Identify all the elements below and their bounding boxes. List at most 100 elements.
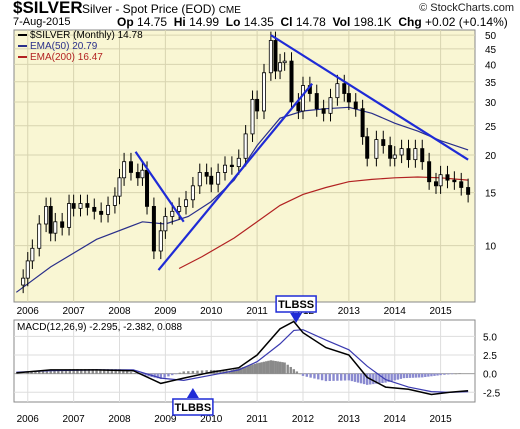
candle-body (346, 93, 351, 103)
macd-histogram-bar (347, 373, 351, 381)
macd-histogram-bar (390, 373, 393, 382)
macd-histogram-bar (447, 373, 450, 375)
macd-histogram-bar (57, 369, 60, 374)
candle-body (158, 230, 163, 252)
price-x-tick-label: 2007 (63, 306, 86, 317)
candle-body (427, 161, 432, 183)
macd-histogram-bar (122, 370, 125, 374)
macd-histogram-bar (235, 368, 238, 374)
macd-histogram-bar (375, 373, 378, 384)
price-y-tick-label: 10 (485, 242, 497, 253)
macd-histogram-bar (417, 373, 421, 378)
macd-histogram-bar (381, 373, 384, 383)
macd-x-tick-label: 2015 (429, 414, 452, 425)
candle-body (466, 187, 471, 195)
macd-histogram-bar (258, 362, 261, 374)
macd-x-tick-label: 2012 (292, 414, 315, 425)
macd-histogram-bar (276, 361, 279, 374)
macd-histogram-bar (255, 363, 259, 374)
price-y-tick-label: 40 (485, 60, 497, 71)
price-x-tick-label: 2009 (154, 306, 177, 317)
candle-body (25, 260, 30, 279)
high-label: Hi (173, 15, 186, 29)
macd-histogram-bar (281, 362, 284, 374)
candle-body (99, 210, 104, 215)
open-value: 14.75 (137, 15, 168, 29)
open-label: Op (117, 15, 134, 29)
macd-histogram-bar (286, 364, 289, 374)
macd-x-tick-label: 2010 (200, 414, 223, 425)
price-x-tick-label: 2015 (429, 306, 452, 317)
candle-body (459, 181, 464, 188)
macd-histogram-bar (91, 369, 94, 374)
price-y-tick-label: 45 (485, 45, 497, 56)
macd-histogram-bar (387, 373, 390, 382)
candle-body (413, 148, 418, 161)
macd-line (16, 320, 469, 396)
macd-histogram-bar (251, 364, 254, 374)
macd-histogram-bar (110, 369, 114, 374)
macd-histogram-bar (133, 373, 136, 374)
macd-x-tick-label: 2014 (384, 414, 407, 425)
date-label: 7-Aug-2015 (13, 16, 71, 28)
macd-histogram-bar (328, 373, 331, 382)
close-label: Cl (280, 15, 293, 29)
annotation-label: TLBSS (278, 299, 314, 311)
chart-header: $SILVER Silver - Spot Price (EOD) CME © … (0, 0, 520, 34)
macd-x-tick-label: 2011 (246, 414, 268, 425)
candle-body (243, 133, 248, 159)
macd-histogram-bar (274, 361, 277, 374)
macd-histogram-bar (156, 373, 159, 379)
candle-body (335, 83, 340, 99)
macd-histogram-bar (167, 373, 170, 377)
macd-histogram-bar (309, 373, 312, 378)
macd-histogram-bar (362, 373, 366, 385)
high-value: 14.99 (189, 15, 220, 29)
macd-histogram-bar (76, 369, 79, 374)
legend-label: EMA(200) 16.47 (30, 52, 103, 63)
candle-body (406, 148, 411, 161)
candle-body (163, 216, 168, 232)
macd-histogram-bar (320, 373, 324, 381)
macd-y-tick-label: 2.5 (483, 351, 497, 362)
macd-histogram-bar (34, 371, 37, 374)
macd-x-tick-label: 2006 (17, 414, 40, 425)
macd-histogram-bar (253, 363, 257, 374)
candle-body (273, 40, 278, 72)
candle-body (289, 60, 294, 103)
macd-histogram-bar (439, 373, 442, 376)
macd-histogram-bar (83, 369, 87, 374)
macd-histogram-bar (267, 360, 270, 374)
macd-histogram-bar (393, 373, 396, 381)
candle-body (445, 174, 450, 181)
description-text: Silver - Spot Price (EOD) (82, 2, 216, 16)
macd-histogram-bar (45, 370, 49, 374)
candle-body (122, 161, 127, 179)
candle-body (388, 145, 393, 159)
candle-body (21, 277, 26, 286)
macd-histogram-bar (95, 369, 98, 374)
macd-histogram-bar (38, 371, 41, 374)
symbol-title: $SILVER (13, 0, 83, 17)
candle-body (434, 181, 439, 187)
candle-body (300, 85, 305, 112)
macd-histogram-bar (336, 373, 339, 381)
macd-histogram-bar (174, 373, 178, 375)
candle-body (314, 93, 319, 110)
candle-body (85, 203, 90, 208)
candle-body (71, 203, 76, 209)
candle-body (342, 83, 347, 94)
macd-histogram-bar (359, 373, 363, 384)
macd-histogram-bar (72, 369, 75, 374)
macd-histogram-bar (262, 361, 266, 374)
candle-body (250, 98, 255, 135)
macd-histogram-bar (340, 373, 343, 381)
macd-histogram-bar (182, 371, 185, 374)
symbol-description: Silver - Spot Price (EOD) CME (82, 2, 241, 16)
macd-histogram-bar (87, 369, 91, 374)
ema200-line (178, 176, 469, 270)
candle-body (420, 148, 425, 163)
macd-x-tick-label: 2013 (338, 414, 361, 425)
